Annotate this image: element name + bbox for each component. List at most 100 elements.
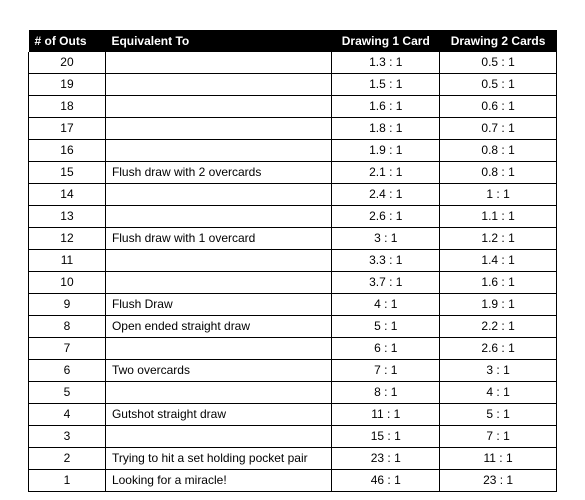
- cell-drawing-2: 0.8 : 1: [440, 140, 557, 162]
- cell-drawing-2: 4 : 1: [440, 382, 557, 404]
- table-row: 17 1.8 : 10.7 : 1: [29, 118, 557, 140]
- table-container: # of Outs Equivalent To Drawing 1 Card D…: [0, 0, 585, 492]
- cell-drawing-1: 15 : 1: [332, 426, 440, 448]
- cell-equivalent: Flush Draw: [105, 294, 331, 316]
- cell-drawing-2: 0.8 : 1: [440, 162, 557, 184]
- cell-outs: 8: [29, 316, 106, 338]
- odds-table: # of Outs Equivalent To Drawing 1 Card D…: [28, 30, 557, 492]
- cell-equivalent: [105, 74, 331, 96]
- cell-outs: 14: [29, 184, 106, 206]
- cell-outs: 4: [29, 404, 106, 426]
- cell-outs: 6: [29, 360, 106, 382]
- cell-drawing-2: 0.5 : 1: [440, 74, 557, 96]
- cell-equivalent: [105, 272, 331, 294]
- table-row: 9Flush Draw4 : 11.9 : 1: [29, 294, 557, 316]
- cell-outs: 12: [29, 228, 106, 250]
- cell-equivalent: Looking for a miracle!: [105, 470, 331, 492]
- cell-drawing-2: 3 : 1: [440, 360, 557, 382]
- cell-drawing-2: 7 : 1: [440, 426, 557, 448]
- table-body: 201.3 : 10.5 : 1191.5 : 10.5 : 1181.6 : …: [29, 52, 557, 492]
- cell-equivalent: Flush draw with 1 overcard: [105, 228, 331, 250]
- cell-outs: 18: [29, 96, 106, 118]
- header-drawing-2: Drawing 2 Cards: [440, 30, 557, 52]
- cell-drawing-1: 1.5 : 1: [332, 74, 440, 96]
- table-row: 2Trying to hit a set holding pocket pair…: [29, 448, 557, 470]
- cell-drawing-2: 1 : 1: [440, 184, 557, 206]
- cell-drawing-1: 11 : 1: [332, 404, 440, 426]
- cell-equivalent: [105, 206, 331, 228]
- cell-outs: 16: [29, 140, 106, 162]
- cell-drawing-2: 0.6 : 1: [440, 96, 557, 118]
- table-row: 191.5 : 10.5 : 1: [29, 74, 557, 96]
- table-row: 103.7 : 11.6 : 1: [29, 272, 557, 294]
- cell-drawing-1: 3.3 : 1: [332, 250, 440, 272]
- cell-equivalent: [105, 382, 331, 404]
- cell-outs: 11: [29, 250, 106, 272]
- cell-outs: 13: [29, 206, 106, 228]
- cell-equivalent: Flush draw with 2 overcards: [105, 162, 331, 184]
- table-row: 18 1.6 : 10.6 : 1: [29, 96, 557, 118]
- cell-drawing-1: 46 : 1: [332, 470, 440, 492]
- cell-drawing-1: 1.3 : 1: [332, 52, 440, 74]
- cell-outs: 20: [29, 52, 106, 74]
- cell-outs: 9: [29, 294, 106, 316]
- cell-equivalent: [105, 338, 331, 360]
- cell-equivalent: Trying to hit a set holding pocket pair: [105, 448, 331, 470]
- table-row: 3 15 : 17 : 1: [29, 426, 557, 448]
- cell-drawing-1: 5 : 1: [332, 316, 440, 338]
- cell-drawing-2: 11 : 1: [440, 448, 557, 470]
- cell-drawing-1: 6 : 1: [332, 338, 440, 360]
- cell-equivalent: [105, 118, 331, 140]
- cell-outs: 3: [29, 426, 106, 448]
- cell-drawing-2: 2.6 : 1: [440, 338, 557, 360]
- cell-drawing-2: 0.7 : 1: [440, 118, 557, 140]
- header-row: # of Outs Equivalent To Drawing 1 Card D…: [29, 30, 557, 52]
- table-row: 6Two overcards7 : 13 : 1: [29, 360, 557, 382]
- cell-outs: 7: [29, 338, 106, 360]
- cell-equivalent: [105, 184, 331, 206]
- table-row: 7 6 : 12.6 : 1: [29, 338, 557, 360]
- cell-drawing-1: 8 : 1: [332, 382, 440, 404]
- table-row: 13 2.6 : 11.1 : 1: [29, 206, 557, 228]
- cell-drawing-2: 1.4 : 1: [440, 250, 557, 272]
- cell-outs: 15: [29, 162, 106, 184]
- cell-drawing-2: 1.6 : 1: [440, 272, 557, 294]
- cell-equivalent: Open ended straight draw: [105, 316, 331, 338]
- cell-drawing-1: 23 : 1: [332, 448, 440, 470]
- cell-drawing-1: 7 : 1: [332, 360, 440, 382]
- cell-drawing-2: 1.1 : 1: [440, 206, 557, 228]
- table-row: 15Flush draw with 2 overcards2.1 : 10.8 …: [29, 162, 557, 184]
- cell-drawing-1: 1.8 : 1: [332, 118, 440, 140]
- cell-drawing-1: 1.6 : 1: [332, 96, 440, 118]
- cell-equivalent: [105, 96, 331, 118]
- cell-outs: 5: [29, 382, 106, 404]
- table-row: 11 3.3 : 11.4 : 1: [29, 250, 557, 272]
- table-row: 1Looking for a miracle!46 : 123 : 1: [29, 470, 557, 492]
- cell-equivalent: Two overcards: [105, 360, 331, 382]
- header-outs: # of Outs: [29, 30, 106, 52]
- cell-drawing-2: 2.2 : 1: [440, 316, 557, 338]
- table-row: 4Gutshot straight draw11 : 15 : 1: [29, 404, 557, 426]
- table-row: 8Open ended straight draw5 : 12.2 : 1: [29, 316, 557, 338]
- cell-drawing-2: 1.2 : 1: [440, 228, 557, 250]
- cell-outs: 1: [29, 470, 106, 492]
- table-row: 161.9 : 10.8 : 1: [29, 140, 557, 162]
- header-drawing-1: Drawing 1 Card: [332, 30, 440, 52]
- cell-drawing-1: 3 : 1: [332, 228, 440, 250]
- table-header: # of Outs Equivalent To Drawing 1 Card D…: [29, 30, 557, 52]
- table-row: 5 8 : 14 : 1: [29, 382, 557, 404]
- header-equivalent: Equivalent To: [105, 30, 331, 52]
- cell-drawing-2: 23 : 1: [440, 470, 557, 492]
- cell-drawing-1: 2.4 : 1: [332, 184, 440, 206]
- cell-equivalent: [105, 426, 331, 448]
- cell-outs: 10: [29, 272, 106, 294]
- cell-drawing-1: 4 : 1: [332, 294, 440, 316]
- cell-equivalent: [105, 250, 331, 272]
- cell-equivalent: Gutshot straight draw: [105, 404, 331, 426]
- cell-drawing-2: 5 : 1: [440, 404, 557, 426]
- cell-drawing-1: 2.1 : 1: [332, 162, 440, 184]
- cell-drawing-1: 2.6 : 1: [332, 206, 440, 228]
- table-row: 12Flush draw with 1 overcard3 : 11.2 : 1: [29, 228, 557, 250]
- cell-outs: 17: [29, 118, 106, 140]
- table-row: 14 2.4 : 11 : 1: [29, 184, 557, 206]
